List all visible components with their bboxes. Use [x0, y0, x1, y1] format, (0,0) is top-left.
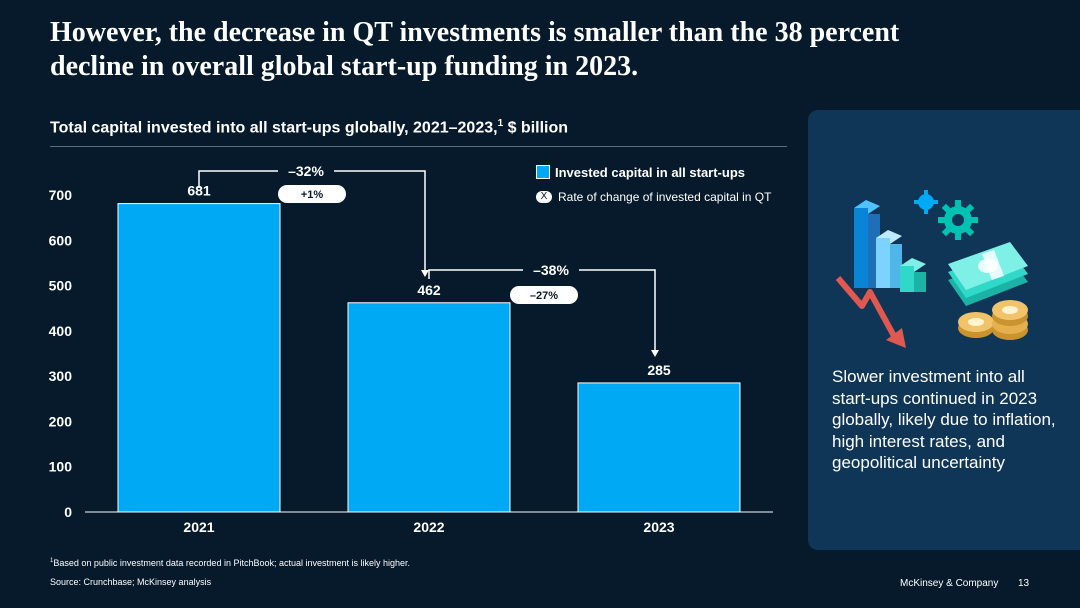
y-tick-label: 600 [49, 232, 73, 248]
footnote: 1Based on public investment data recorde… [50, 558, 410, 568]
y-tick-label: 300 [49, 368, 73, 384]
legend-bar-label: Invested capital in all start-ups [555, 164, 745, 180]
change-bracket-left [198, 170, 278, 188]
bar [347, 302, 511, 513]
bar-value-label: 285 [647, 362, 671, 378]
trend-down-arrow-icon [835, 276, 897, 338]
x-tick-label: 2021 [183, 519, 214, 535]
arrow-head [886, 328, 906, 348]
x-tick-label: 2022 [413, 519, 444, 535]
change-bracket-right [579, 269, 656, 351]
bar-chart: 0 100 200 300 400 500 600 700 681 2021 462 2022 285 2… [49, 163, 773, 535]
y-tick-label: 400 [49, 323, 73, 339]
change-bracket-left [428, 269, 523, 279]
qt-change-pill [278, 185, 346, 203]
bar-value-label: 681 [187, 183, 211, 199]
subtitle-divider [50, 146, 787, 147]
subtitle-footnote-mark: 1 [497, 118, 504, 129]
footnote-mark: 1 [50, 558, 54, 564]
bar [577, 382, 741, 513]
subtitle-text: Total capital invested into all start-up… [50, 119, 498, 137]
y-tick-label: 100 [49, 459, 73, 475]
change-label: –38% [533, 262, 569, 278]
source-note: Source: Crunchbase; McKinsey analysis [50, 577, 212, 587]
gear-icon [938, 200, 978, 240]
footnote-text: Based on public investment data recorded… [53, 558, 411, 568]
investment-decline-illustration [835, 190, 1028, 348]
legend-item-bars: Invested capital in all start-ups [536, 162, 771, 182]
qt-change-label: –27% [530, 290, 558, 302]
change-bracket-right [334, 170, 426, 271]
bar [117, 203, 281, 513]
chart-legend: Invested capital in all start-ups X Rate… [536, 162, 771, 212]
change-label: –32% [288, 163, 324, 179]
bar-value-label: 462 [417, 282, 441, 298]
x-tick-label: 2023 [643, 519, 674, 535]
money-stack-icon [948, 242, 1028, 306]
chart-subtitle: Total capital invested into all start-up… [50, 118, 568, 137]
qt-change-label: +1% [301, 189, 324, 201]
bars-icon [854, 200, 926, 292]
gear-icon [914, 190, 938, 214]
coins-icon [958, 300, 1028, 340]
legend-pill-label: Rate of change of invested capital in QT [558, 190, 772, 204]
qt-change-pill [510, 286, 578, 304]
page-title: However, the decrease in QT investments … [50, 17, 900, 82]
insight-panel: Slower investment into all start-ups con… [808, 110, 1080, 550]
y-tick-label: 500 [49, 278, 73, 294]
legend-pill: X [536, 191, 552, 203]
y-tick-label: 700 [49, 187, 73, 203]
legend-swatch [536, 165, 550, 179]
y-tick-label: 200 [49, 413, 73, 429]
change-arrow-head [651, 350, 659, 357]
change-arrow-head [421, 270, 429, 277]
y-tick-label: 0 [64, 504, 72, 520]
subtitle-unit: $ billion [503, 119, 569, 137]
legend-item-qt-rate: X Rate of change of invested capital in … [536, 187, 771, 207]
page-number: 13 [1018, 578, 1030, 589]
insight-text: Slower investment into all start-ups con… [832, 367, 1056, 472]
brand-name: McKinsey & Company [900, 578, 999, 589]
